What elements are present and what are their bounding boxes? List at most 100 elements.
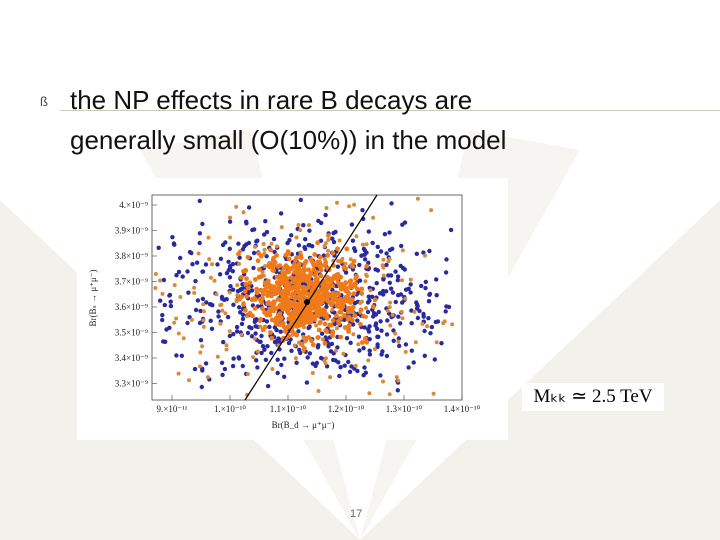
decor-dot xyxy=(344,294,350,300)
decor-dot xyxy=(209,326,215,331)
decor-dot xyxy=(373,321,379,326)
decor-dot xyxy=(352,283,358,288)
decor-dot xyxy=(395,278,400,283)
decor-dot xyxy=(332,321,337,327)
decor-dot xyxy=(274,253,279,258)
decor-dot xyxy=(370,240,375,246)
decor-dot xyxy=(427,248,432,254)
decor-dot xyxy=(282,328,288,334)
decor-dot xyxy=(351,258,357,264)
decor-dot xyxy=(307,324,312,329)
decor-dot xyxy=(347,369,353,374)
decor-dot xyxy=(387,280,392,285)
decor-dot xyxy=(414,300,419,305)
decor-dot xyxy=(303,246,308,252)
decor-dot xyxy=(408,290,413,295)
decor-dot xyxy=(313,296,319,302)
decor-dot xyxy=(343,270,349,275)
y-tick-label: 4.×10⁻⁹ xyxy=(119,200,148,210)
decor-dot xyxy=(387,256,392,261)
decor-dot xyxy=(396,339,401,344)
decor-dot xyxy=(409,321,414,326)
y-tick-label: 3.3×10⁻⁹ xyxy=(115,379,148,389)
decor-dot xyxy=(304,380,310,385)
decor-dot xyxy=(216,309,221,314)
decor-dot xyxy=(420,321,425,326)
decor-dot xyxy=(196,251,201,256)
decor-dot xyxy=(303,237,308,242)
decor-dot xyxy=(291,315,296,321)
decor-dot xyxy=(435,319,441,324)
decor-dot xyxy=(325,253,331,258)
decor-dot xyxy=(298,197,303,203)
decor-dot xyxy=(362,365,367,370)
decor-dot xyxy=(270,305,276,310)
decor-dot xyxy=(234,204,239,209)
decor-dot xyxy=(414,251,419,256)
decor-dot xyxy=(318,273,324,279)
decor-dot xyxy=(283,263,289,268)
decor-dot xyxy=(171,241,177,246)
decor-dot xyxy=(210,303,215,308)
decor-dot xyxy=(360,242,365,247)
decor-dot xyxy=(163,339,168,344)
decor-dot xyxy=(298,341,304,347)
decor-dot xyxy=(387,247,393,253)
y-tick-label: 3.8×10⁻⁹ xyxy=(115,251,148,261)
decor-dot xyxy=(366,358,371,363)
decor-dot xyxy=(366,229,371,234)
decor-dot xyxy=(207,257,212,262)
decor-dot xyxy=(259,350,264,356)
decor-dot xyxy=(409,308,414,313)
decor-dot xyxy=(240,316,246,322)
decor-dot xyxy=(342,363,347,368)
decor-dot xyxy=(264,229,270,235)
decor-dot xyxy=(307,228,312,233)
reference-line xyxy=(244,194,378,401)
decor-dot xyxy=(212,278,217,283)
decor-dot xyxy=(338,334,344,340)
decor-dot xyxy=(286,340,292,346)
decor-dot xyxy=(237,305,242,310)
decor-dot xyxy=(195,298,201,303)
decor-dot xyxy=(251,355,256,360)
decor-dot xyxy=(239,332,244,337)
decor-dot xyxy=(400,248,405,253)
decor-dot xyxy=(333,348,338,353)
decor-dot xyxy=(303,259,309,264)
decor-dot xyxy=(234,324,240,330)
decor-dot xyxy=(230,363,236,369)
decor-dot xyxy=(197,231,203,236)
decor-dot xyxy=(316,288,322,294)
decor-dot xyxy=(267,264,272,270)
decor-dot xyxy=(243,281,249,287)
decor-dot xyxy=(293,356,298,361)
decor-dot xyxy=(402,220,408,225)
decor-dot xyxy=(374,281,379,286)
decor-dot xyxy=(167,292,173,298)
decor-dot xyxy=(328,293,334,299)
decor-dot xyxy=(310,280,315,286)
decor-dot xyxy=(337,309,343,315)
decor-dot xyxy=(295,288,301,294)
decor-dot xyxy=(337,238,342,243)
decor-dot xyxy=(344,336,350,341)
decor-dot xyxy=(427,291,433,297)
decor-dot xyxy=(158,298,163,303)
decor-dot xyxy=(265,284,271,290)
decor-dot xyxy=(346,323,352,328)
decor-dot xyxy=(230,287,236,292)
decor-dot xyxy=(295,272,301,278)
decor-dot xyxy=(324,364,330,369)
decor-dot xyxy=(236,241,241,246)
decor-dot xyxy=(330,307,335,312)
decor-dot xyxy=(265,383,271,389)
decor-dot xyxy=(286,291,291,297)
decor-dot xyxy=(434,340,439,345)
decor-dot xyxy=(251,265,256,271)
decor-dot xyxy=(312,272,318,278)
decor-dot xyxy=(261,242,266,246)
decor-dot xyxy=(359,291,365,296)
decor-dot xyxy=(338,259,344,264)
decor-dot xyxy=(262,324,268,330)
